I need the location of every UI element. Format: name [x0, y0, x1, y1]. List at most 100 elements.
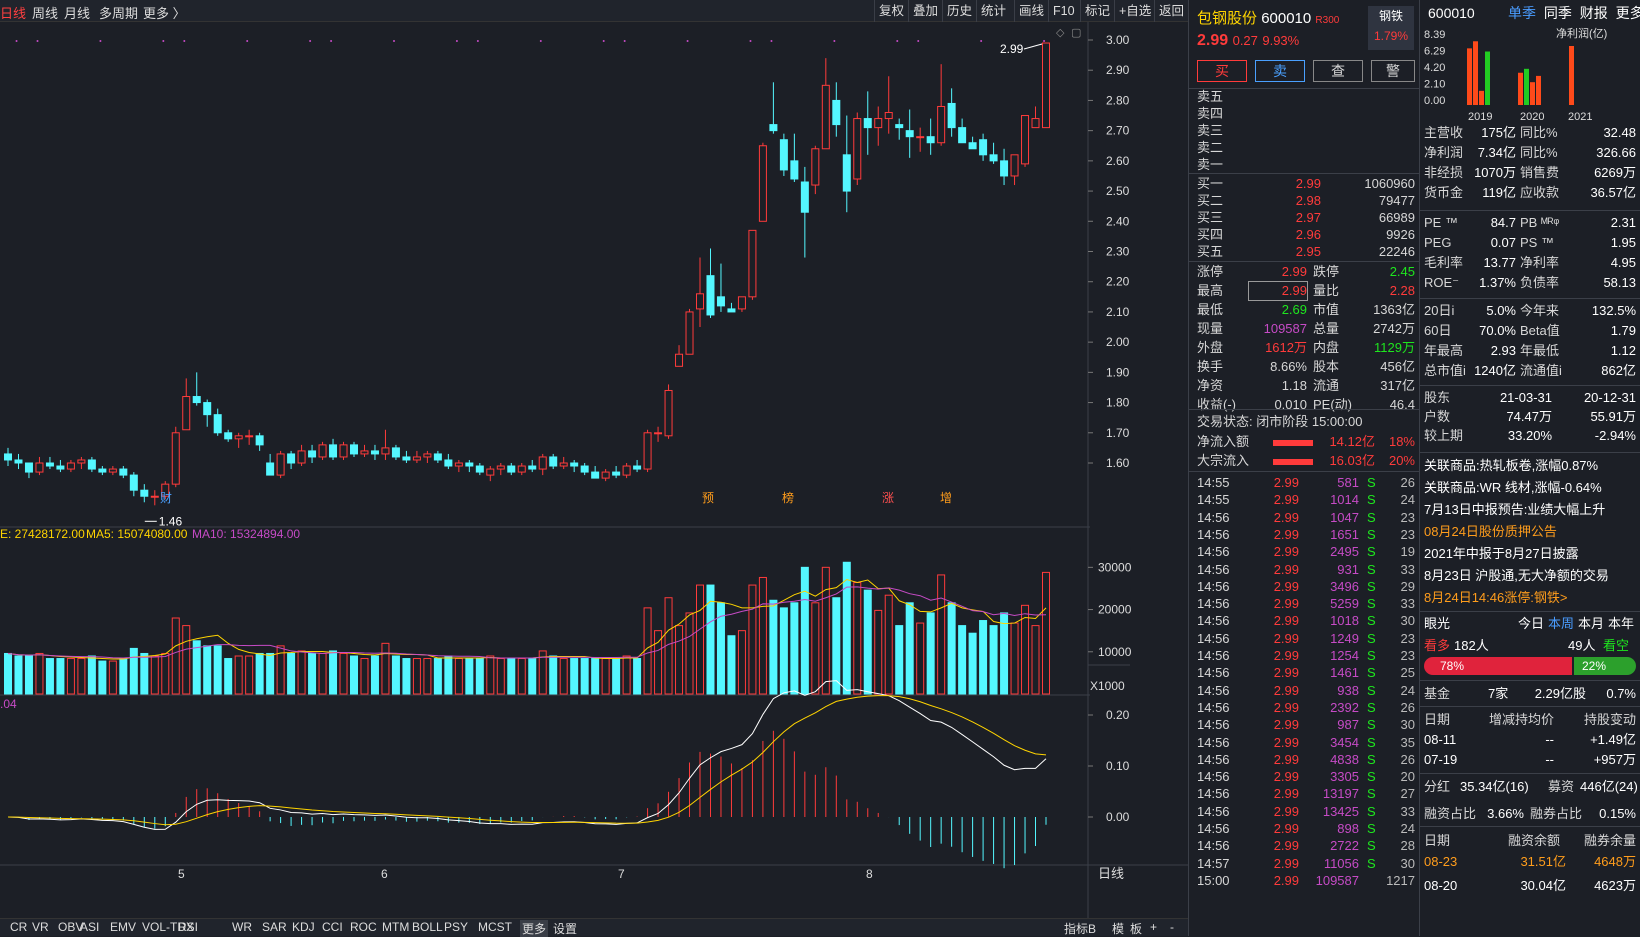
tick-count: 23	[1400, 509, 1415, 525]
stat-value: 2.69	[1281, 302, 1307, 317]
news-item[interactable]: 8月23日 沪股通,无大净额的交易	[1424, 568, 1609, 583]
indicator-tab[interactable]: VOL-TDX	[142, 920, 195, 934]
eye-tab[interactable]: 本年	[1608, 616, 1635, 631]
indicator-tab[interactable]: ROC	[350, 920, 377, 934]
zoom-out-button[interactable]: -	[1170, 920, 1174, 934]
buy-level-label: 买五	[1197, 244, 1224, 259]
tick-count: 29	[1400, 578, 1415, 594]
candle-body	[308, 450, 317, 458]
board-tab[interactable]: 板	[1130, 922, 1143, 936]
tab-report[interactable]: 财报	[1579, 5, 1608, 21]
mark-button[interactable]: 标记	[1080, 0, 1114, 22]
news-item[interactable]: 2021年中报于8月27日披露	[1424, 546, 1579, 561]
indicator-tab[interactable]: WR	[232, 920, 252, 934]
indicator-tab[interactable]: BOLL	[412, 920, 443, 934]
buy-level-price: 2.99	[1295, 176, 1321, 191]
top-marker-dot	[393, 40, 395, 42]
back-button[interactable]: 返回	[1154, 0, 1188, 22]
indicator-b-tab[interactable]: 指标B	[1064, 922, 1097, 936]
tab-multi-period[interactable]: 多周期	[99, 6, 139, 21]
tab-f10-more[interactable]: 更多..	[1615, 5, 1640, 21]
tab-same-quarter[interactable]: 同季	[1543, 5, 1572, 21]
sell-button[interactable]: 卖	[1255, 60, 1305, 82]
macd-axis-label: 0.20	[1106, 708, 1130, 722]
news-item[interactable]: 08月24日股份质押公告	[1424, 524, 1557, 539]
buy-button[interactable]: 买	[1197, 60, 1247, 82]
buy-level-price: 2.96	[1295, 227, 1321, 242]
tick-count: 20	[1400, 769, 1415, 785]
indicator-tab[interactable]: EMV	[110, 920, 137, 934]
tab-weekly[interactable]: 周线	[32, 6, 59, 21]
volume-bar	[811, 602, 820, 695]
stats-button[interactable]: 统计	[976, 0, 1010, 22]
candle-body	[276, 453, 285, 476]
draw-button[interactable]: 画线	[1014, 0, 1048, 22]
zoom-in-button[interactable]: +	[1150, 920, 1158, 934]
indicator-tab[interactable]: SAR	[262, 920, 287, 934]
fin-value-2: 32.48	[1603, 125, 1636, 140]
f10-button[interactable]: F10	[1048, 0, 1079, 22]
volume-bar	[528, 658, 537, 695]
eye-tab[interactable]: 本月	[1578, 616, 1605, 631]
tick-price: 2.99	[1273, 526, 1299, 542]
alert-button[interactable]: 警	[1371, 60, 1415, 82]
fin-value: 175亿	[1481, 125, 1516, 140]
industry-badge[interactable]: 钢铁 1.79%	[1368, 6, 1414, 50]
indicator-tab[interactable]: 更多	[520, 920, 549, 937]
add-watchlist-button[interactable]: +自选	[1114, 0, 1155, 22]
news-item[interactable]: 7月13日中报预告:业绩大幅上升	[1424, 502, 1606, 517]
indicator-tab[interactable]: RSI	[178, 920, 199, 934]
tick-time: 14:56	[1197, 717, 1230, 733]
candle-body	[203, 402, 212, 416]
mini-bar	[1569, 46, 1574, 105]
tick-price: 2.99	[1273, 734, 1299, 750]
indicator-tab[interactable]: MTM	[382, 920, 410, 934]
tick-side: S	[1367, 821, 1376, 836]
tab-monthly[interactable]: 月线	[64, 6, 91, 21]
volume-bar	[580, 658, 589, 695]
volume-bar	[601, 658, 610, 695]
eye-tab[interactable]: 本周	[1548, 616, 1575, 631]
tab-single-quarter[interactable]: 单季	[1508, 5, 1536, 21]
template-tab[interactable]: 模	[1112, 922, 1125, 936]
indicator-tab[interactable]: ASI	[80, 920, 100, 934]
history-button[interactable]: 历史	[942, 0, 976, 22]
indicator-tab[interactable]: 设置	[553, 922, 578, 936]
mini-bar	[1467, 48, 1472, 105]
block-inflow-value: 16.03亿	[1329, 453, 1375, 468]
news-item[interactable]: 关联商品:热轧板卷,涨幅0.87%	[1424, 458, 1599, 473]
tab-daily[interactable]: 日线	[0, 6, 27, 21]
top-marker-dot	[749, 40, 752, 42]
top-marker-dot	[99, 40, 102, 42]
indicator-tab[interactable]: MCST	[478, 920, 512, 934]
volume-bar	[381, 642, 390, 695]
candle-body	[245, 435, 254, 438]
restore-rights-button[interactable]: 复权	[874, 0, 908, 22]
bull-ratio-bar: 78%	[1424, 657, 1572, 675]
indicator-tab[interactable]: CCI	[322, 920, 343, 934]
indicator-tab[interactable]: PSY	[444, 920, 469, 934]
holder-value-2: 55.91万	[1590, 409, 1636, 424]
news-item[interactable]: 关联商品:WR 线材,涨幅-0.64%	[1424, 480, 1602, 495]
hold-change: +1.49亿	[1590, 732, 1636, 747]
volume-bar	[161, 652, 170, 695]
kline-chart[interactable]: 3.00 2.90 2.80 2.70 2.60 2.50 2.40 2.30 2.20 2.10…	[0, 22, 1188, 918]
indicator-tab[interactable]: VR	[32, 920, 49, 934]
tab-more[interactable]: 更多 〉	[143, 6, 186, 21]
volume-bar	[727, 635, 736, 695]
candle-body	[412, 456, 421, 461]
volume-bar	[192, 640, 201, 695]
indicator-tab[interactable]: KDJ	[292, 920, 315, 934]
news-item[interactable]: 8月24日14:46涨停:钢铁>	[1424, 590, 1568, 605]
volume-bar	[287, 652, 296, 695]
candle-body	[821, 84, 830, 150]
overlay-button[interactable]: 叠加	[908, 0, 942, 22]
indicator-tab[interactable]: OBV	[58, 920, 84, 934]
indicator-tab[interactable]: CR	[10, 920, 28, 934]
tick-count: 28	[1400, 838, 1415, 854]
volume-bar	[937, 574, 946, 695]
query-button[interactable]: 查	[1313, 60, 1363, 82]
eye-tab[interactable]: 今日	[1518, 616, 1545, 631]
candle-body	[612, 471, 621, 476]
volume-bar	[423, 658, 432, 695]
